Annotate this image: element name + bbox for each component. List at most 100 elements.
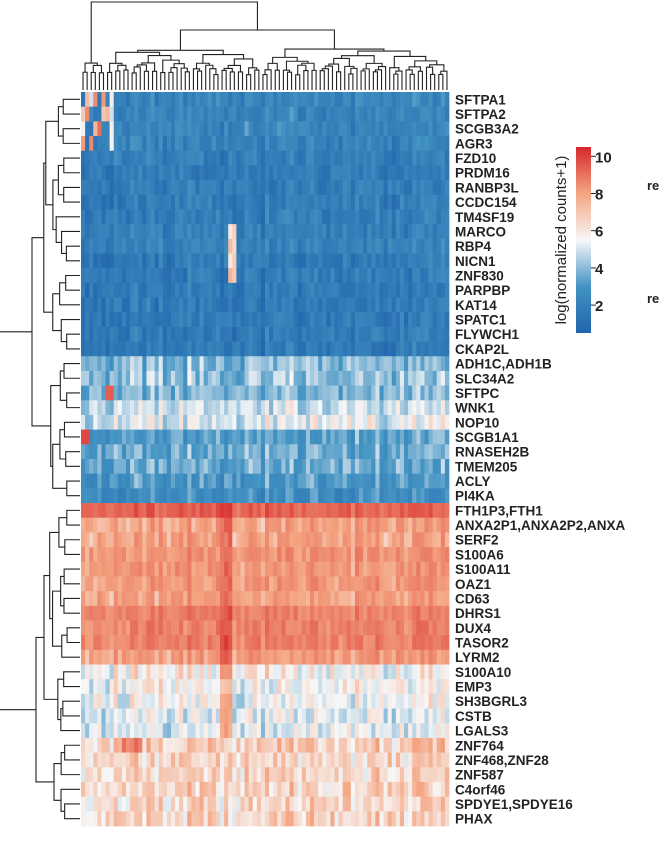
heatmap-cell xyxy=(187,312,192,328)
heatmap-cell xyxy=(224,180,229,196)
heatmap-cell xyxy=(220,459,225,475)
heatmap-cell xyxy=(363,649,368,665)
heatmap-cell xyxy=(305,297,311,313)
heatmap-cell xyxy=(285,737,290,753)
heatmap-cell xyxy=(428,664,433,680)
heatmap-cell xyxy=(395,517,401,533)
heatmap-cell xyxy=(277,708,282,724)
heatmap-cell xyxy=(281,605,286,621)
heatmap-cell xyxy=(387,253,393,269)
heatmap-cell xyxy=(117,532,123,548)
heatmap-cell xyxy=(440,400,446,416)
heatmap-cell xyxy=(199,752,205,768)
heatmap-cell xyxy=(444,708,450,724)
heatmap-cell xyxy=(85,693,90,709)
heatmap-cell xyxy=(260,532,266,548)
heatmap-cell xyxy=(363,400,368,416)
heatmap-cell xyxy=(404,693,409,709)
heatmap-cell xyxy=(252,180,258,196)
heatmap-cell xyxy=(166,517,172,533)
heatmap-cell xyxy=(367,370,372,386)
heatmap-cell xyxy=(101,664,106,680)
heatmap-cell xyxy=(285,444,290,460)
heatmap-cell xyxy=(432,649,438,665)
heatmap-cell xyxy=(383,635,389,651)
heatmap-cell xyxy=(322,473,327,489)
heatmap-cell xyxy=(289,238,294,254)
heatmap-cell xyxy=(440,679,446,695)
heatmap-cell xyxy=(363,547,368,563)
heatmap-cell xyxy=(273,811,278,827)
heatmap-cell xyxy=(101,605,106,621)
heatmap-cell xyxy=(224,429,229,445)
heatmap-cell xyxy=(248,752,254,768)
heatmap-cell xyxy=(166,459,172,475)
heatmap-cell xyxy=(289,180,294,196)
heatmap-cell xyxy=(342,165,348,181)
heatmap-cell xyxy=(154,473,160,489)
row-label: C4orf46 xyxy=(455,782,506,797)
heatmap-cell xyxy=(350,370,356,386)
heatmap-cell xyxy=(154,767,160,783)
heatmap-cell xyxy=(179,635,184,651)
heatmap-cell xyxy=(101,180,106,196)
heatmap-cell xyxy=(440,165,446,181)
heatmap-cell xyxy=(142,635,147,651)
heatmap-cell xyxy=(297,503,303,519)
heatmap-cell xyxy=(187,532,192,548)
heatmap-cell xyxy=(367,708,372,724)
heatmap-cell xyxy=(220,312,225,328)
heatmap-cell xyxy=(416,752,421,768)
heatmap-cell xyxy=(322,165,327,181)
heatmap-cell xyxy=(101,723,106,739)
heatmap-cell xyxy=(420,282,425,298)
heatmap-cell xyxy=(305,429,311,445)
heatmap-cell xyxy=(187,400,192,416)
heatmap-cell xyxy=(81,796,86,812)
heatmap-cell xyxy=(301,547,307,563)
heatmap-cell xyxy=(105,150,110,166)
heatmap-cell xyxy=(146,635,151,651)
heatmap-cell xyxy=(301,106,307,122)
heatmap-cell xyxy=(346,561,352,577)
heatmap-cell xyxy=(105,429,110,445)
heatmap-cell xyxy=(342,737,348,753)
heatmap-cell xyxy=(220,238,225,254)
heatmap-cell xyxy=(334,576,339,592)
heatmap-cell xyxy=(175,591,180,607)
heatmap-cell xyxy=(399,268,405,284)
heatmap-cell xyxy=(211,341,217,357)
heatmap-cell xyxy=(391,238,397,254)
row-label: SPDYE1,SPDYE16 xyxy=(455,797,573,812)
heatmap-cell xyxy=(146,532,151,548)
heatmap-cell xyxy=(346,136,352,152)
heatmap-cell xyxy=(81,473,86,489)
heatmap-cell xyxy=(436,561,442,577)
heatmap-cell xyxy=(359,752,364,768)
heatmap-cell xyxy=(432,591,438,607)
heatmap-cell xyxy=(412,165,417,181)
heatmap-cell xyxy=(420,649,425,665)
heatmap-cell xyxy=(166,209,172,225)
heatmap-cell xyxy=(305,605,311,621)
heatmap-cell xyxy=(314,194,319,210)
heatmap-cell xyxy=(342,341,348,357)
heatmap-cell xyxy=(301,752,307,768)
column-dendrogram-branch xyxy=(147,55,172,63)
heatmap-cell xyxy=(166,620,172,636)
heatmap-cell xyxy=(297,547,303,563)
heatmap-cell xyxy=(330,752,335,768)
row-label: OAZ1 xyxy=(455,577,491,592)
heatmap-cell xyxy=(318,312,323,328)
heatmap-cell xyxy=(305,811,311,827)
heatmap-cell xyxy=(130,767,135,783)
heatmap-cell xyxy=(236,649,241,665)
heatmap-cell xyxy=(113,312,119,328)
heatmap-cell xyxy=(248,635,254,651)
heatmap-cell xyxy=(248,576,254,592)
heatmap-cell xyxy=(334,224,339,240)
heatmap-cell xyxy=(428,767,433,783)
heatmap-cell xyxy=(285,136,290,152)
heatmap-cell xyxy=(416,414,421,430)
heatmap-cell xyxy=(215,400,221,416)
